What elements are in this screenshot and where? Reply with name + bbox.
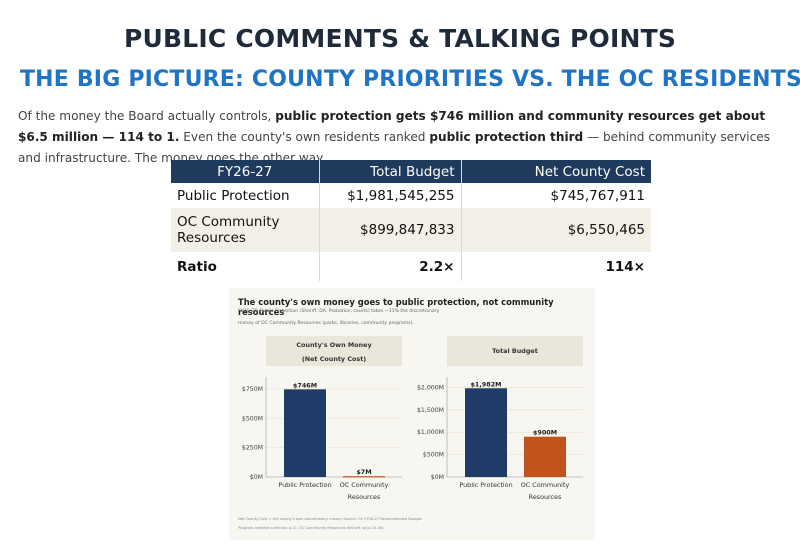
x-category-label: Public Protection [459,481,512,489]
total-budget-cell: $899,847,833 [319,208,462,252]
net-county-cost-cell: $745,767,911 [550,187,645,204]
bar [465,388,507,477]
header-fiscal-year: FY26-27 [171,160,320,183]
chart-footnote-1: Net County Cost = the county's own discr… [238,517,423,521]
bar-value-label: $746M [293,381,317,389]
chart-image: The county's own money goes to public pr… [229,288,595,540]
bar [284,389,326,477]
y-tick-label: $500M [242,415,263,422]
left-panel-title-line-1: County's Own Money [296,341,372,349]
page-title: PUBLIC COMMENTS & TALKING POINTS [123,24,677,53]
summary-paragraph: Of the money the Board actually controls… [18,106,784,169]
bar-value-label: $7M [356,468,371,476]
chart-subtitle-line-2: money of OC Community Resources (parks, … [238,321,414,326]
total-budget-cell: $1,981,545,255 [319,183,462,208]
left-panel-title: County's Own Money (Net County Cost) [266,336,402,366]
summary-text-2: Even the county's own residents ranked [179,130,430,144]
y-tick-label: $1,000M [417,429,444,436]
table-row: Ratio 2.2× 114× [171,252,651,281]
bar [343,476,385,478]
y-tick-label: $1,500M [417,407,444,414]
section-subtitle: THE BIG PICTURE: COUNTY PRIORITIES VS. T… [19,67,800,92]
x-category-label: Public Protection [278,481,331,489]
table-header-row: FY26-27 Total Budget Net County Cost [171,160,651,183]
x-category-label: Resources [529,493,562,501]
net-county-cost-cell: 114× [605,258,646,275]
left-panel-title-line-2: (Net County Cost) [301,355,367,363]
bar-chart-svg: $0M $250M $500M $750M $746M Public Protection… [242,377,583,501]
bar-value-label: $1,982M [470,380,501,388]
total-budget-cell: 2.2× [319,252,462,281]
x-category-label: OC Community [340,481,389,489]
y-tick-label: $750M [242,386,263,393]
row-label: Ratio [171,252,320,281]
bar [524,436,566,477]
x-category-label: OC Community [521,481,570,489]
y-tick-label: $500M [423,452,444,459]
y-tick-label: $250M [242,445,263,452]
y-tick-label: $0M [431,474,444,481]
y-tick-label: $0M [250,474,263,481]
right-panel-title: Total Budget [447,336,583,366]
row-label: Public Protection [171,183,320,208]
summary-bold-1: public protection gets $746 million and … [18,109,766,144]
bar-value-label: $900M [533,429,557,437]
y-tick-label: $2,000M [417,384,444,391]
net-county-cost-cell: $6,550,465 [461,208,651,252]
summary-bold-2: public protection third [429,130,584,144]
x-category-label: Resources [348,493,381,501]
summary-text-1: Of the money the Board actually controls… [18,109,276,123]
chart-subtitle-line-1: FY26-27: Public Protection (Sheriff, DA,… [238,309,440,314]
chart-footnote-2: Program-material summary p.12. OC Commun… [238,526,385,530]
header-net-county-cost: Net County Cost [461,160,651,183]
header-total-budget: Total Budget [319,160,462,183]
budget-table: FY26-27 Total Budget Net County Cost Pub… [171,160,651,281]
chart-title: The county's own money goes to public pr… [238,297,554,317]
row-label: OC Community Resources [171,208,320,252]
table-row: Public Protection $1,981,545,255 $745,76… [171,183,651,208]
table-row: OC Community Resources $899,847,833 $6,5… [171,208,651,252]
